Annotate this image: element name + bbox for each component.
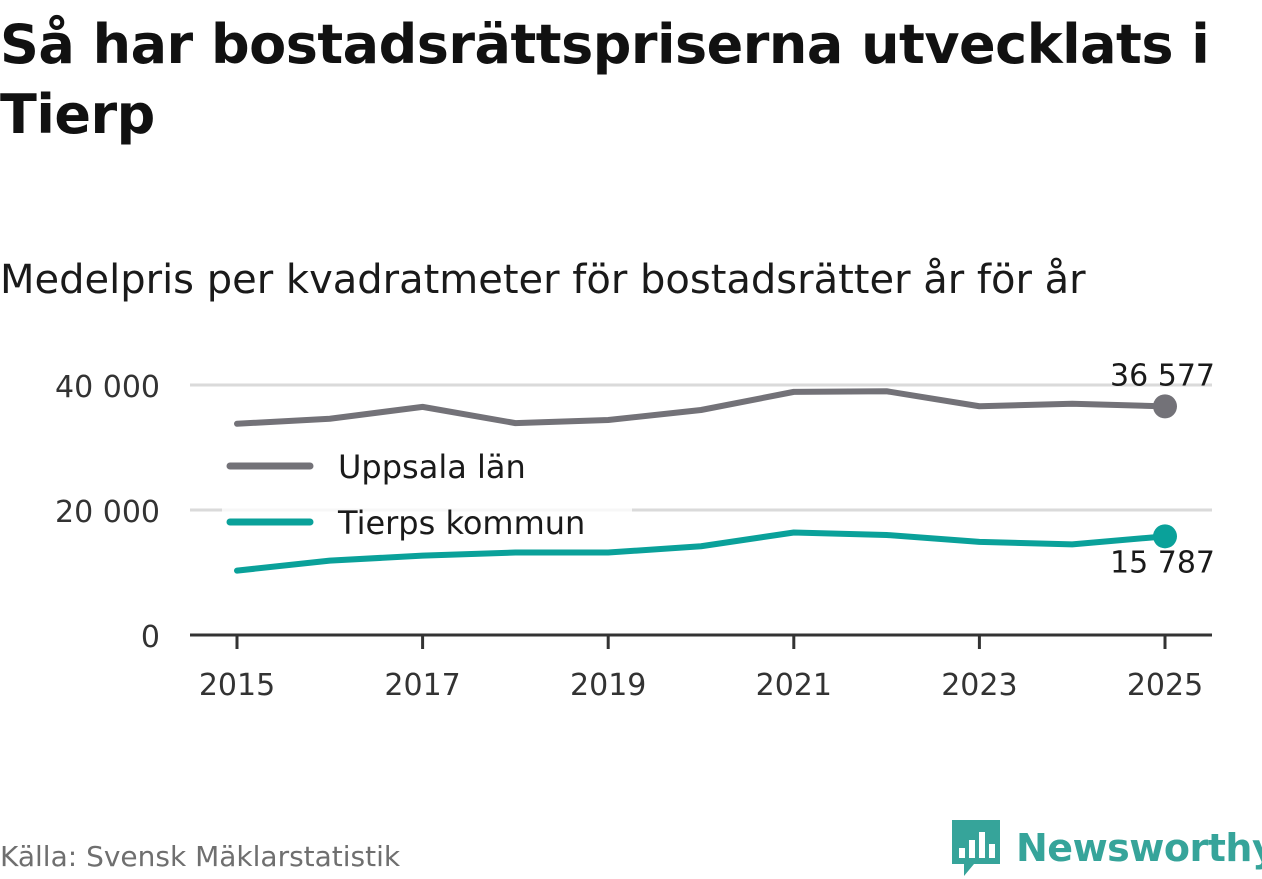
y-tick-label: 0 xyxy=(141,620,160,655)
chart-title: Så har bostadsrättspriserna utvecklats i… xyxy=(0,13,1210,146)
end-value-label: 36 577 xyxy=(1110,358,1215,393)
series-line-uppsala-lan xyxy=(234,388,1168,427)
legend-label: Uppsala län xyxy=(338,448,526,486)
legend-label: Tierps kommun xyxy=(337,504,585,542)
end-labels: 36 577 15 787 xyxy=(1110,358,1215,580)
y-tick-label: 40 000 xyxy=(55,370,160,405)
x-tick-label: 2017 xyxy=(384,668,460,703)
series-end-marker-uppsala-lan xyxy=(1153,394,1177,419)
chart-subtitle: Medelpris per kvadratmeter för bostadsrä… xyxy=(0,257,1086,303)
legend: Uppsala län Tierps kommun xyxy=(222,442,632,546)
end-value-label: 15 787 xyxy=(1110,545,1215,580)
x-tick-label: 2021 xyxy=(756,668,832,703)
brand-name: Newsworthy xyxy=(1016,826,1262,870)
bar-chart-speech-bubble-icon xyxy=(952,820,1000,876)
x-tick-label: 2025 xyxy=(1127,668,1203,703)
y-tick-label: 20 000 xyxy=(55,495,160,530)
x-tick-label: 2015 xyxy=(199,668,275,703)
x-tick-label: 2023 xyxy=(941,668,1017,703)
series-end-marker-tierps-kommun xyxy=(1153,524,1177,549)
brand-logo[interactable]: Newsworthy xyxy=(950,818,1262,878)
x-tick-label: 2019 xyxy=(570,668,646,703)
source-note: Källa: Svensk Mäklarstatistik xyxy=(0,840,401,873)
axes: 0 20 000 40 000 2015 2017 2019 2021 2023 2025 xyxy=(55,370,1212,703)
series-line-tierps-kommun xyxy=(234,529,1168,574)
series-lines xyxy=(234,388,1177,574)
